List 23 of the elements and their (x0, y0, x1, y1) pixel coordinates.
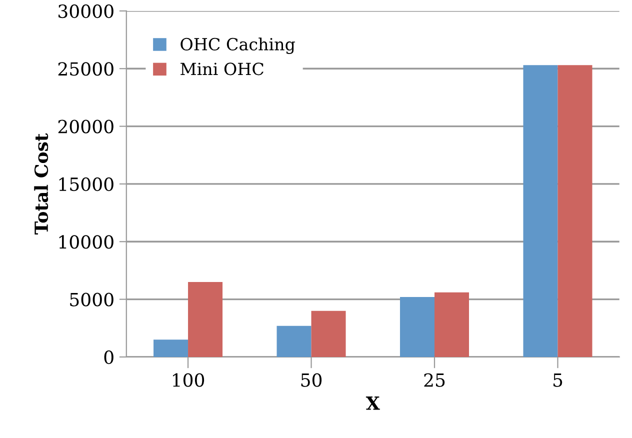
x-tick-label: 50 (301, 373, 322, 387)
bar (276, 326, 312, 357)
y-tick-label: 20000 (58, 120, 114, 134)
y-tick-label: 10000 (59, 235, 114, 249)
bar (154, 340, 188, 357)
x-axis-title: X (366, 396, 380, 410)
y-tick-label: 30000 (58, 4, 114, 18)
bar (188, 282, 223, 357)
x-tick-label: 25 (424, 373, 445, 387)
legend-label: Mini OHC (180, 62, 264, 76)
bar (400, 296, 434, 357)
bar (523, 65, 558, 357)
x-tick-label: 5 (554, 374, 562, 387)
y-axis-title: Total Cost (34, 133, 48, 235)
bar (558, 65, 592, 357)
y-tick-label: 15000 (59, 177, 114, 192)
y-tick-label: 5000 (70, 292, 114, 306)
bar (311, 310, 346, 357)
legend-label: OHC Caching (180, 38, 295, 54)
x-tick-label: 100 (172, 373, 204, 387)
y-tick-label: 0 (104, 350, 114, 364)
y-tick-label: 25000 (58, 62, 114, 76)
bar (434, 292, 470, 357)
